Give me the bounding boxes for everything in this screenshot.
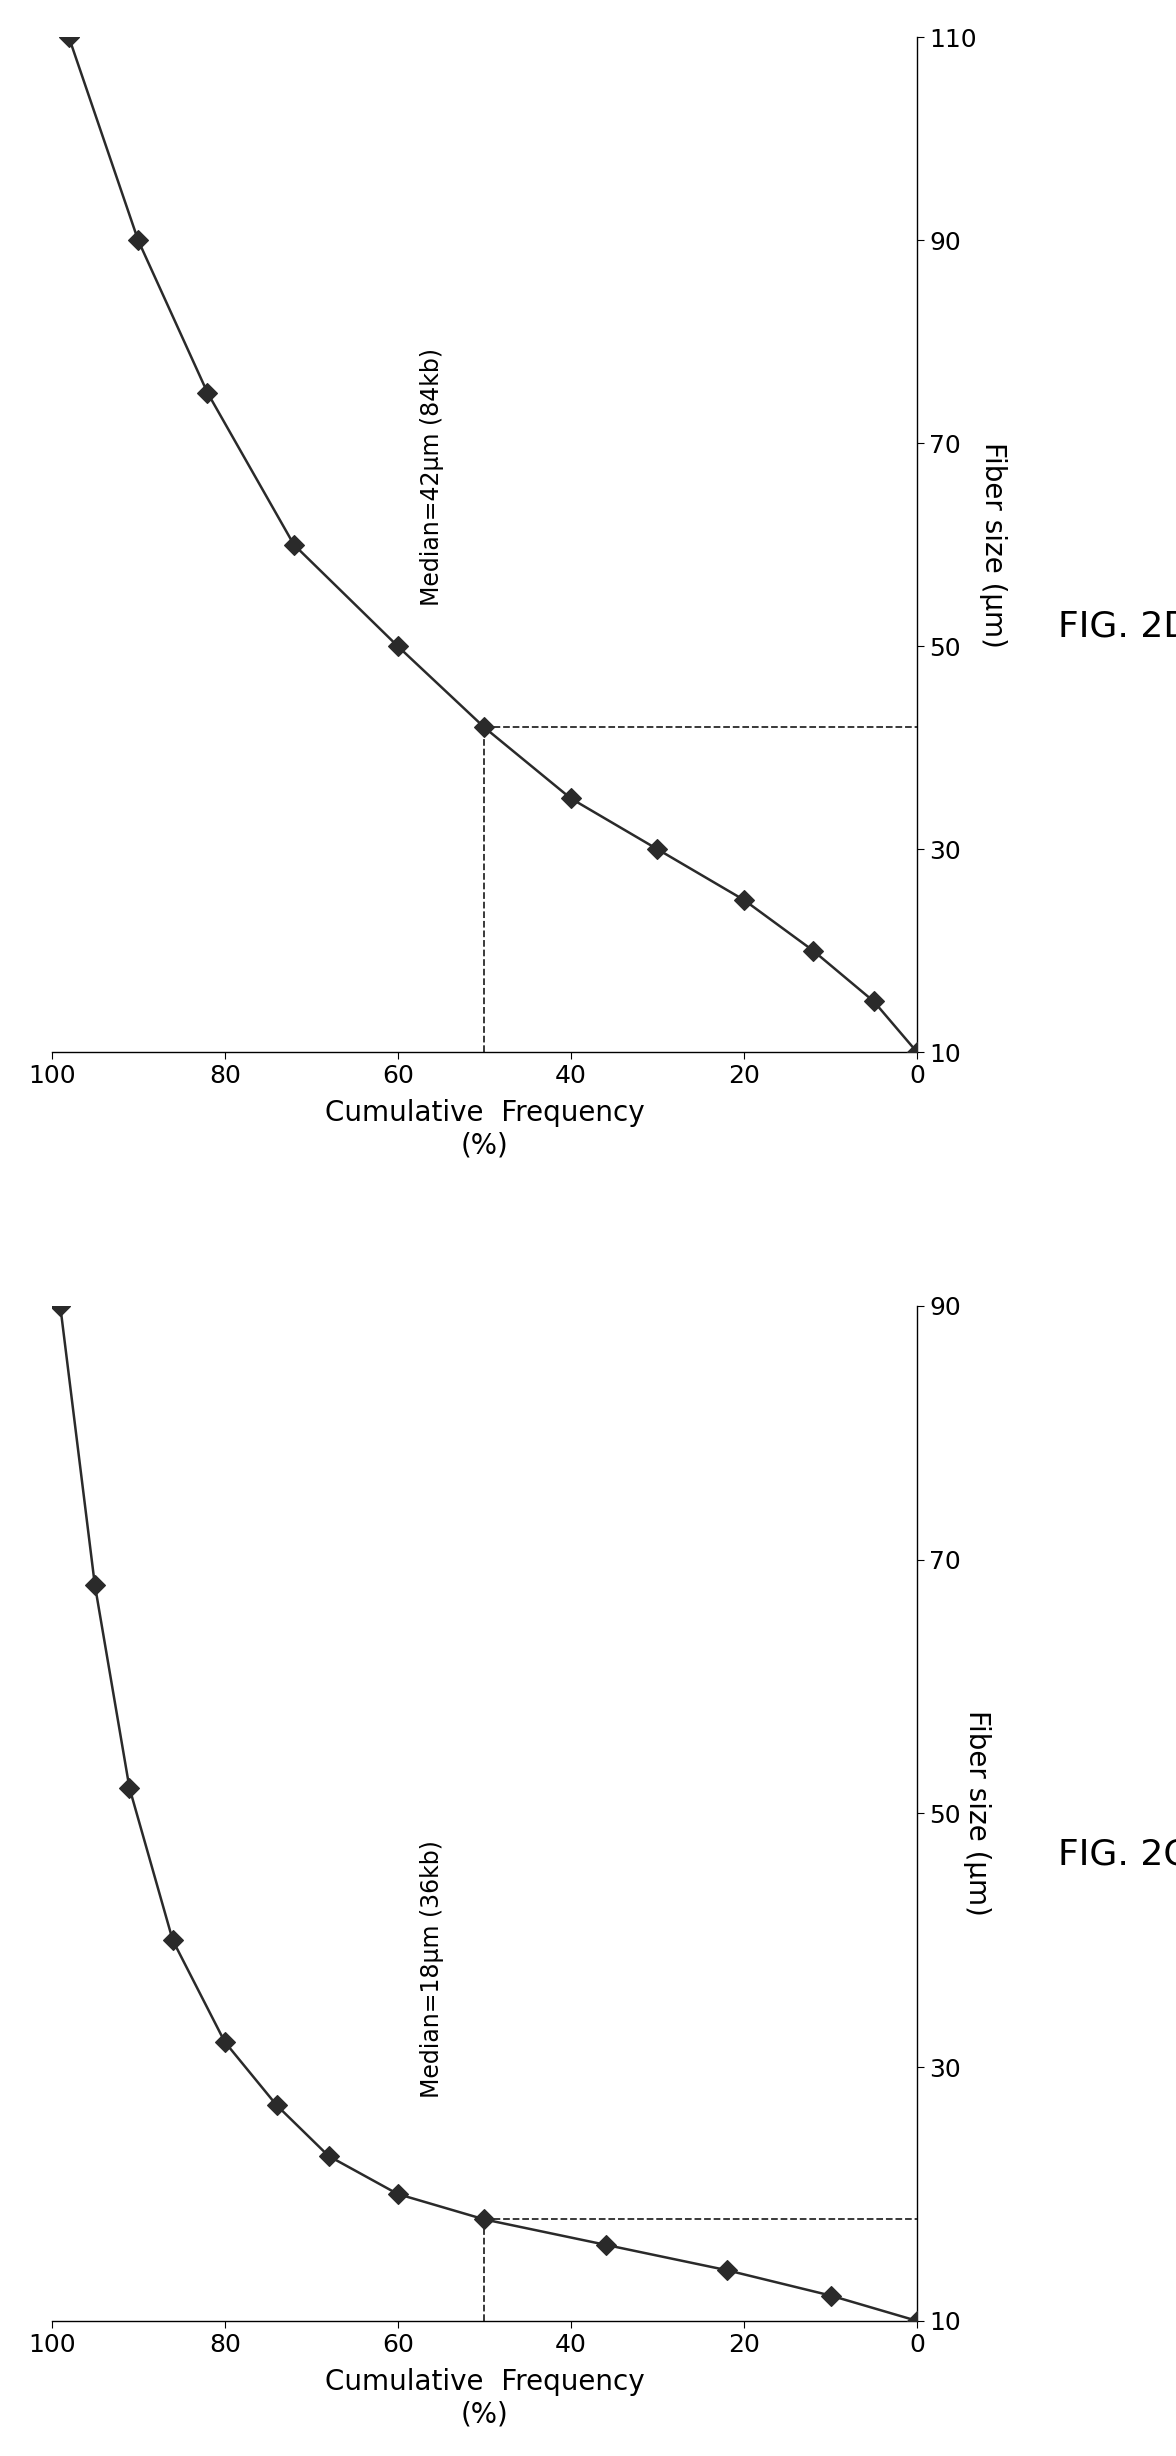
Point	[475, 707, 494, 747]
Point	[285, 526, 303, 565]
Point	[319, 2137, 338, 2176]
Point	[388, 2174, 407, 2213]
Point	[267, 2085, 286, 2124]
Text: FIG. 2C: FIG. 2C	[1058, 1837, 1176, 1871]
Point	[388, 626, 407, 666]
Point	[561, 779, 580, 818]
Point	[908, 1032, 927, 1071]
Point	[198, 373, 216, 413]
Point	[735, 879, 754, 919]
Point	[51, 1287, 69, 1326]
Point	[163, 1921, 182, 1960]
Point	[804, 931, 823, 970]
Point	[648, 830, 667, 869]
Text: FIG. 2D: FIG. 2D	[1058, 609, 1176, 643]
Point	[215, 2021, 234, 2061]
Point	[86, 1564, 105, 1604]
Y-axis label: Fiber size (μm): Fiber size (μm)	[963, 1709, 991, 1916]
Text: Median=18μm (36kb): Median=18μm (36kb)	[421, 1840, 445, 2097]
Point	[596, 2225, 615, 2264]
Point	[821, 2277, 840, 2316]
Point	[717, 2250, 736, 2289]
Y-axis label: Fiber size (μm): Fiber size (μm)	[980, 442, 1007, 648]
Text: Median=42μm (84kb): Median=42μm (84kb)	[421, 349, 445, 607]
X-axis label: Cumulative  Frequency
(%): Cumulative Frequency (%)	[325, 2368, 644, 2429]
Point	[128, 221, 147, 260]
Point	[475, 2201, 494, 2240]
Point	[908, 2301, 927, 2341]
Point	[60, 17, 79, 56]
X-axis label: Cumulative  Frequency
(%): Cumulative Frequency (%)	[325, 1100, 644, 1159]
Point	[864, 982, 883, 1022]
Point	[120, 1768, 139, 1808]
